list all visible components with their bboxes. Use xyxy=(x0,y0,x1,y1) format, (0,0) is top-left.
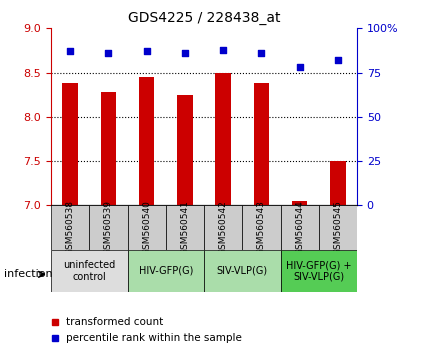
Text: GSM560545: GSM560545 xyxy=(333,200,343,255)
Point xyxy=(334,57,341,63)
Point xyxy=(143,48,150,54)
Bar xyxy=(204,205,242,250)
Point xyxy=(220,47,227,52)
Bar xyxy=(62,83,78,205)
Text: percentile rank within the sample: percentile rank within the sample xyxy=(66,333,242,343)
Text: HIV-GFP(G): HIV-GFP(G) xyxy=(139,266,193,276)
Bar xyxy=(330,161,346,205)
Text: HIV-GFP(G) +
SIV-VLP(G): HIV-GFP(G) + SIV-VLP(G) xyxy=(286,260,351,282)
Text: GSM560542: GSM560542 xyxy=(218,200,228,255)
Bar xyxy=(177,95,193,205)
Text: uninfected
control: uninfected control xyxy=(63,260,115,282)
Bar xyxy=(204,250,280,292)
Text: GSM560539: GSM560539 xyxy=(104,200,113,255)
Point xyxy=(296,64,303,70)
Bar xyxy=(101,92,116,205)
Bar xyxy=(242,205,280,250)
Bar xyxy=(51,205,89,250)
Point xyxy=(258,50,265,56)
Bar xyxy=(280,205,319,250)
Text: GSM560540: GSM560540 xyxy=(142,200,151,255)
Bar xyxy=(166,205,204,250)
Bar xyxy=(254,83,269,205)
Bar xyxy=(128,250,204,292)
Bar xyxy=(292,201,307,205)
Point xyxy=(105,50,112,56)
Text: GSM560544: GSM560544 xyxy=(295,200,304,255)
Point xyxy=(67,48,74,54)
Text: transformed count: transformed count xyxy=(66,317,163,327)
Text: infection: infection xyxy=(4,269,53,279)
Bar xyxy=(319,205,357,250)
Bar xyxy=(128,205,166,250)
Text: GSM560541: GSM560541 xyxy=(180,200,190,255)
Text: GSM560543: GSM560543 xyxy=(257,200,266,255)
Bar xyxy=(89,205,128,250)
Bar xyxy=(215,73,231,205)
Bar xyxy=(280,250,357,292)
Bar xyxy=(139,77,154,205)
Point xyxy=(181,50,188,56)
Bar xyxy=(51,250,128,292)
Text: SIV-VLP(G): SIV-VLP(G) xyxy=(217,266,268,276)
Title: GDS4225 / 228438_at: GDS4225 / 228438_at xyxy=(128,11,280,24)
Text: GSM560538: GSM560538 xyxy=(65,200,75,255)
